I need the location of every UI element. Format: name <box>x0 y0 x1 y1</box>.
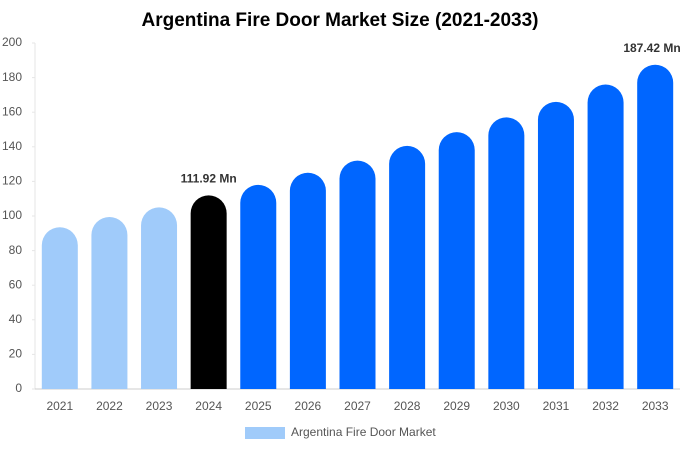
y-tick-label: 140 <box>2 139 22 153</box>
y-tick-label: 60 <box>9 277 23 291</box>
bar <box>537 101 574 389</box>
bar <box>389 145 426 389</box>
bar <box>141 207 178 389</box>
y-tick-label: 180 <box>2 70 22 84</box>
bar <box>438 132 475 389</box>
y-tick-label: 100 <box>2 208 22 222</box>
chart-title: Argentina Fire Door Market Size (2021-20… <box>141 10 538 31</box>
bar <box>289 172 326 389</box>
bar <box>488 117 525 389</box>
bar <box>91 217 128 389</box>
y-tick-label: 80 <box>9 243 23 257</box>
y-tick-label: 160 <box>2 104 22 118</box>
data-label: 111.92 Mn <box>181 172 237 186</box>
x-tick-label: 2029 <box>443 399 470 413</box>
x-tick-label: 2026 <box>295 399 322 413</box>
bar <box>240 184 277 389</box>
x-tick-label: 2027 <box>344 399 371 413</box>
x-tick-label: 2030 <box>493 399 520 413</box>
x-tick-label: 2022 <box>96 399 123 413</box>
y-tick-label: 200 <box>2 35 22 49</box>
y-tick-label: 120 <box>2 174 22 188</box>
legend-label: Argentina Fire Door Market <box>291 425 436 439</box>
x-tick-label: 2021 <box>46 399 73 413</box>
bar <box>41 227 78 389</box>
x-tick-label: 2023 <box>146 399 173 413</box>
legend-swatch <box>245 427 285 439</box>
x-tick-label: 2025 <box>245 399 272 413</box>
x-tick-label: 2033 <box>642 399 669 413</box>
bar <box>190 195 227 389</box>
data-label: 187.42 Mn <box>623 41 680 55</box>
bar <box>339 160 376 389</box>
x-tick-label: 2028 <box>394 399 421 413</box>
bar <box>587 84 624 390</box>
y-tick-label: 40 <box>9 312 23 326</box>
x-tick-label: 2031 <box>543 399 570 413</box>
bar <box>637 64 674 389</box>
y-tick-label: 20 <box>9 347 23 361</box>
x-tick-label: 2032 <box>592 399 619 413</box>
y-tick-label: 0 <box>15 381 22 395</box>
x-tick-label: 2024 <box>195 399 222 413</box>
